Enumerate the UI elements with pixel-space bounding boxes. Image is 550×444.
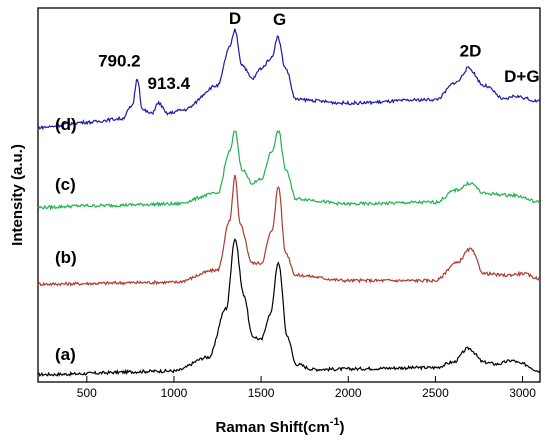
x-axis-title-unit: (cm (303, 419, 330, 436)
x-tick-label: 2500 (422, 386, 449, 400)
x-tick-label: 3000 (509, 386, 536, 400)
x-tick-label: 2000 (335, 386, 362, 400)
peak-label: 913.4 (148, 74, 191, 93)
series-line (37, 238, 541, 378)
x-axis-ticks: 500 1000 1500 2000 2500 3000 (77, 376, 536, 400)
x-axis-title-main: Raman Shift (216, 419, 304, 436)
series-label: (a) (55, 345, 76, 364)
x-axis-title: Raman Shift(cm-1) (216, 416, 345, 436)
peak-label: G (273, 10, 286, 29)
series-label: (c) (55, 175, 76, 194)
series-label: (d) (55, 115, 77, 134)
series-lines (37, 28, 541, 378)
series-line (37, 129, 541, 211)
plot-frame (37, 7, 541, 383)
series-line (37, 174, 541, 287)
series-labels: (a) (b) (c) (d) (55, 115, 77, 364)
peak-label: D+G (504, 67, 539, 86)
x-tick-label: 1500 (248, 386, 275, 400)
x-tick-label: 1000 (161, 386, 188, 400)
peak-label: 790.2 (98, 52, 141, 71)
series-label: (b) (55, 248, 77, 267)
y-axis-title: Intensity (a.u.) (9, 144, 26, 246)
x-axis-title-unit-close: ) (339, 419, 344, 436)
peak-label: 2D (460, 41, 482, 60)
peak-labels: 790.2 913.4 D G 2D D+G (98, 9, 539, 93)
x-tick-label: 500 (77, 386, 97, 400)
x-axis-title-unit-sup: -1 (330, 416, 340, 428)
peak-label: D (229, 9, 241, 28)
series-line (37, 28, 541, 131)
